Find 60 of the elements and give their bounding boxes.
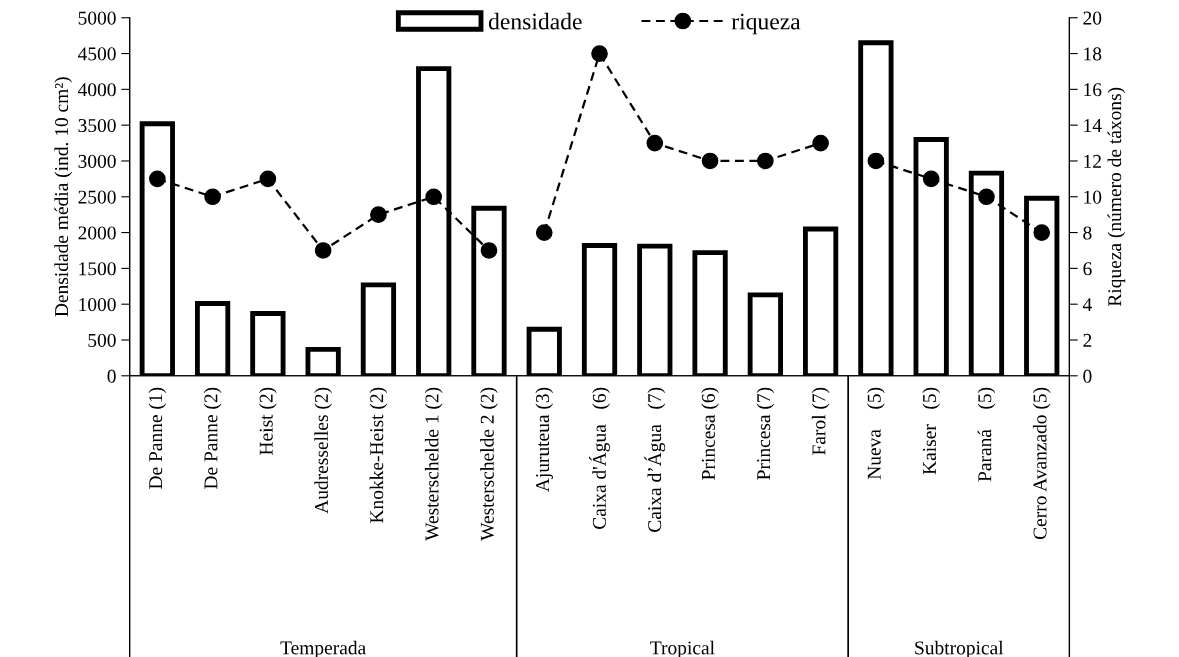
legend-label: riqueza [731, 13, 801, 35]
point [148, 170, 166, 188]
x-tick-label: Paraná (5) [977, 387, 996, 482]
point [425, 188, 443, 206]
point [978, 188, 995, 206]
y-tick-label: 2000 [78, 226, 116, 240]
x-tick-label: Westerschelde 2 (2) [480, 387, 498, 541]
point [867, 152, 885, 170]
x-tick-label: Westerschelde 1 (2) [424, 387, 443, 541]
x-tick-label: Nueva (5) [867, 387, 885, 480]
point [204, 188, 221, 206]
x-tick-label: De Panne (2) [203, 387, 222, 489]
y-tick-label: 1500 [79, 262, 116, 276]
point [922, 170, 940, 188]
point [259, 170, 277, 188]
x-tick-label: Caixa d'Água (6) [589, 387, 610, 529]
y-tick-label: 3500 [78, 118, 116, 133]
point [812, 134, 829, 152]
y2-tick-label: 0 [1083, 369, 1092, 383]
y2-tick-label: 14 [1084, 119, 1102, 132]
y2-tick-label: 20 [1083, 11, 1102, 25]
y-tick-label: 4500 [77, 47, 116, 61]
point [591, 45, 608, 62]
y2-tick-label: 10 [1084, 190, 1102, 204]
x-tick-label: Farol (7) [811, 387, 830, 455]
y-tick-label: 4000 [77, 83, 116, 97]
y-tick-label: 3000 [78, 154, 116, 168]
y2-tick-label: 12 [1084, 154, 1101, 168]
y-tick-label: 500 [88, 333, 116, 347]
x-tick-label: Knokke-Heist (2) [369, 387, 388, 523]
x-tick-label: Heist (2) [259, 387, 277, 455]
point [535, 224, 553, 241]
y2-tick-label: 8 [1083, 226, 1092, 240]
point [646, 134, 664, 152]
x-tick-label: Kaiser (5) [922, 387, 940, 475]
y-tick-label: 0 [107, 369, 116, 383]
x-tick-label: De Panne (1) [148, 387, 167, 489]
y2-tick-label: 16 [1084, 83, 1102, 97]
y2-tick-label: 4 [1082, 298, 1092, 311]
point [480, 242, 498, 259]
point [370, 206, 387, 224]
y2-tick-label: 18 [1084, 47, 1102, 61]
point [757, 152, 774, 170]
y-tick-label: 2500 [78, 190, 116, 204]
point [314, 242, 332, 259]
y-tick-label: 5000 [78, 11, 116, 25]
point [1033, 224, 1051, 241]
y2-tick-label: 6 [1083, 262, 1092, 276]
x-tick-label: Ajuruteua (3) [535, 387, 554, 493]
point [701, 152, 719, 170]
x-tick-label: Princesa (6) [701, 387, 719, 480]
legend-label: densidade [488, 12, 582, 30]
x-tick-label: Audresselles (2) [314, 387, 332, 514]
y2-tick-label: 2 [1083, 333, 1092, 347]
x-tick-label: Cerro Avanzado (5) [1032, 387, 1051, 540]
y-axis-title: Densidade média (ind. 10 cm²) [54, 77, 73, 317]
x-tick-label: Caixa d’Água (7) [644, 387, 666, 532]
y2-axis-title: Riqueza (número de táxons) [1107, 87, 1126, 307]
x-tick-label: Princesa (7) [756, 387, 775, 480]
y-tick-label: 1000 [79, 298, 116, 312]
